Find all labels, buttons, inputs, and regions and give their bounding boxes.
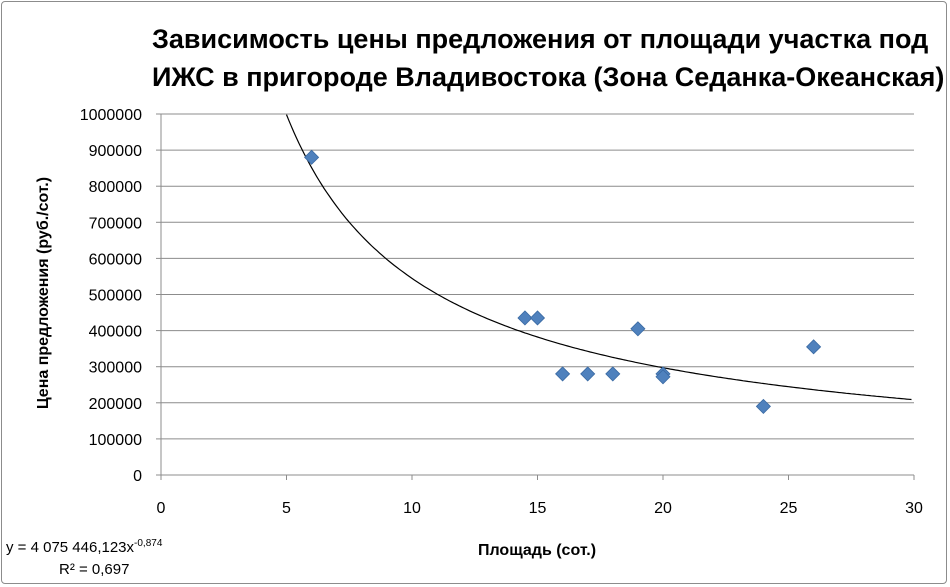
trendline: [285, 114, 912, 401]
trendline-equation: y = 4 075 446,123x-0,874 R² = 0,697: [6, 537, 162, 581]
chart-title: Зависимость цены предложения от площади …: [152, 20, 945, 96]
x-tick-label: 0: [157, 500, 166, 517]
y-tick-label: 700000: [89, 215, 142, 232]
equation-text: y = 4 075 446,123x: [6, 539, 135, 556]
y-tick-label: 200000: [89, 396, 142, 413]
y-tick-label: 600000: [89, 251, 142, 268]
x-tick-label: 5: [282, 500, 291, 517]
x-tick-labels: 0 5 10 15 20 25 30: [157, 500, 923, 517]
data-point: [655, 369, 671, 385]
y-tick-label: 800000: [89, 179, 142, 196]
x-tick-label: 10: [403, 500, 421, 517]
data-points: [304, 149, 822, 414]
chart-title-line-1: Зависимость цены предложения от площади …: [152, 24, 929, 54]
data-point: [755, 398, 771, 414]
x-tick-label: 30: [905, 500, 923, 517]
x-tick-label: 25: [780, 500, 798, 517]
y-axis-title: Цена предложения (руб./сот.): [35, 177, 52, 409]
y-tick-label: 900000: [89, 143, 142, 160]
data-point: [304, 149, 320, 165]
gridlines: [161, 113, 914, 440]
equation-exponent: -0,874: [134, 538, 163, 549]
chart-title-line-2: ИЖС в пригороде Владивостока (Зона Седан…: [152, 62, 945, 92]
y-tick-label: 300000: [89, 360, 142, 377]
data-point: [630, 321, 646, 337]
x-axis-title: Площадь (сот.): [478, 542, 596, 559]
data-point: [605, 366, 621, 382]
data-point: [555, 366, 571, 382]
y-tick-label: 500000: [89, 288, 142, 305]
y-tick-label: 100000: [89, 432, 142, 449]
data-point: [806, 339, 822, 355]
data-point: [580, 366, 596, 382]
y-tick-label: 400000: [89, 324, 142, 341]
y-tick-labels: 0 100000 200000 300000 400000 500000 600000 700…: [80, 107, 142, 485]
y-tick-label: 0: [133, 468, 142, 485]
axes: [156, 113, 915, 480]
x-tick-label: 20: [654, 500, 672, 517]
data-point: [517, 310, 533, 326]
data-point: [529, 310, 546, 326]
y-tick-label: 1000000: [80, 107, 142, 124]
r-squared: R² = 0,697: [59, 561, 130, 578]
x-tick-label: 15: [529, 500, 547, 517]
